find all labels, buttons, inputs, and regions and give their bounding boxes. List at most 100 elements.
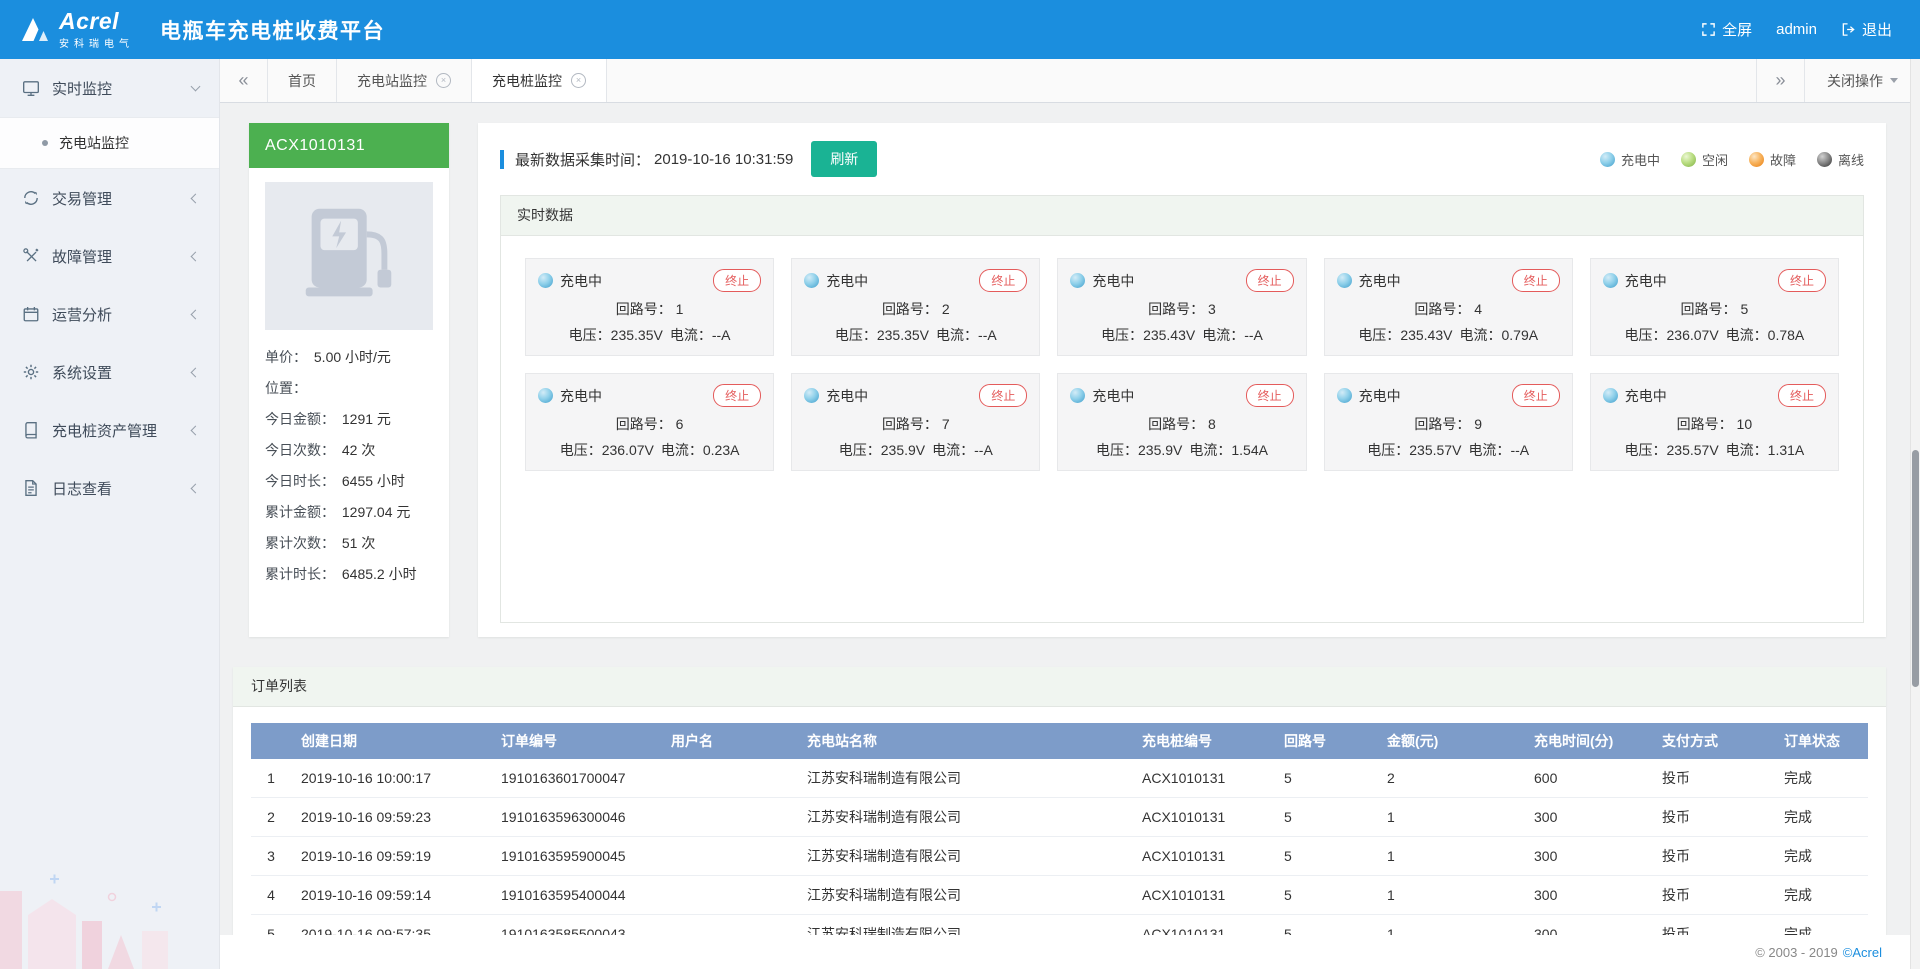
- cell-pay-method: 投币: [1652, 876, 1774, 915]
- terminate-button[interactable]: 终止: [713, 269, 761, 292]
- order-row: 5 2019-10-16 09:57:35 1910163585500043 江…: [251, 915, 1868, 936]
- user-menu[interactable]: admin: [1776, 21, 1817, 38]
- sidebar-item-log-view[interactable]: 日志查看: [0, 459, 219, 517]
- sidebar-item-operation-analysis[interactable]: 运营分析: [0, 285, 219, 343]
- circuit-no-label: 回路号：: [1677, 416, 1733, 432]
- circuit-card: 充电中 终止 回路号： 4 电压：235.43V电流：0.79A: [1324, 258, 1573, 356]
- circuit-status-label: 充电中: [1625, 271, 1667, 291]
- legend-idle: 空闲: [1681, 150, 1728, 169]
- refresh-button[interactable]: 刷新: [811, 141, 877, 177]
- brand-link[interactable]: ©Acrel: [1843, 945, 1882, 960]
- terminate-button[interactable]: 终止: [1512, 384, 1560, 407]
- sidebar-item-station-monitor[interactable]: 充电站监控: [0, 117, 219, 169]
- cell-pay-method: 投币: [1652, 837, 1774, 876]
- current-value: --A: [974, 442, 993, 458]
- charging-status-icon: [804, 388, 819, 403]
- terminate-button[interactable]: 终止: [1512, 269, 1560, 292]
- fullscreen-button[interactable]: 全屏: [1701, 19, 1752, 40]
- offline-status-icon: [1817, 152, 1832, 167]
- sidebar-item-system-settings[interactable]: 系统设置: [0, 343, 219, 401]
- station-id: ACX1010131: [249, 123, 449, 168]
- col-username: 用户名: [661, 723, 797, 759]
- sidebar-item-transaction-mgmt[interactable]: 交易管理: [0, 169, 219, 227]
- terminate-button[interactable]: 终止: [1778, 269, 1826, 292]
- charging-status-icon: [1603, 388, 1618, 403]
- cell-order-status: 完成: [1774, 876, 1868, 915]
- cell-charge-time: 300: [1524, 837, 1652, 876]
- cell-station-name: 江苏安科瑞制造有限公司: [797, 837, 1132, 876]
- circuit-no-label: 回路号：: [1148, 416, 1204, 432]
- circuit-no-label: 回路号：: [1681, 301, 1737, 317]
- current-value: --A: [1244, 327, 1263, 343]
- tab-home[interactable]: 首页: [268, 59, 337, 102]
- cell-order-no: 1910163596300046: [491, 798, 661, 837]
- gear-icon: [22, 363, 40, 381]
- cell-order-no: 1910163595400044: [491, 876, 661, 915]
- cell-charge-time: 300: [1524, 798, 1652, 837]
- circuit-no-value: 9: [1474, 416, 1482, 432]
- legend-label: 空闲: [1702, 150, 1728, 169]
- voltage-label: 电压：: [560, 442, 602, 458]
- circuit-metrics-line: 电压：236.07V电流：0.23A: [538, 440, 761, 460]
- orders-table-wrap: 创建日期 订单编号 用户名 充电站名称 充电桩编号 回路号 金额(元) 充电时间…: [233, 707, 1886, 935]
- circuit-no-value: 5: [1740, 301, 1748, 317]
- circuit-metrics-line: 电压：235.43V电流：0.79A: [1337, 325, 1560, 345]
- scrollbar-thumb[interactable]: [1912, 450, 1919, 687]
- tab-label: 充电桩监控: [492, 71, 562, 91]
- circuit-no-value: 10: [1737, 416, 1753, 432]
- sidebar-submenu: 充电站监控: [0, 117, 219, 169]
- circuit-card-header: 充电中 终止: [804, 384, 1027, 407]
- tab-bar: 首页 充电站监控 充电桩监控 关闭操作: [220, 59, 1920, 103]
- top-section: ACX1010131 单价： 5.00 小时/元: [233, 123, 1886, 637]
- orders-header-row: 创建日期 订单编号 用户名 充电站名称 充电桩编号 回路号 金额(元) 充电时间…: [251, 723, 1868, 759]
- col-create-date: 创建日期: [291, 723, 491, 759]
- tab-station-monitor[interactable]: 充电站监控: [337, 59, 472, 102]
- close-tab-icon[interactable]: [571, 73, 586, 88]
- chevron-left-icon: [191, 309, 201, 319]
- current-label: 电流：: [1468, 442, 1510, 458]
- terminate-button[interactable]: 终止: [713, 384, 761, 407]
- voltage-value: 235.35V: [877, 327, 929, 343]
- cell-circuit-no: 5: [1274, 915, 1377, 936]
- terminate-button[interactable]: 终止: [1246, 269, 1294, 292]
- fullscreen-label: 全屏: [1722, 19, 1752, 40]
- voltage-label: 电压：: [1367, 442, 1409, 458]
- tabbar-right-controls: 关闭操作: [1756, 59, 1920, 102]
- circuit-number-line: 回路号： 7: [804, 414, 1027, 434]
- circuit-metrics-line: 电压：235.35V电流：--A: [804, 325, 1027, 345]
- circuit-card-header: 充电中 终止: [1603, 269, 1826, 292]
- cell-circuit-no: 5: [1274, 798, 1377, 837]
- charging-status-icon: [1070, 273, 1085, 288]
- sidebar-item-pile-assets[interactable]: 充电桩资产管理: [0, 401, 219, 459]
- voltage-value: 235.35V: [611, 327, 663, 343]
- terminate-button[interactable]: 终止: [979, 384, 1027, 407]
- current-value: 0.79A: [1501, 327, 1538, 343]
- circuit-card: 充电中 终止 回路号： 8 电压：235.9V电流：1.54A: [1057, 373, 1306, 471]
- exchange-icon: [22, 189, 40, 207]
- terminate-button[interactable]: 终止: [1778, 384, 1826, 407]
- cell-station-name: 江苏安科瑞制造有限公司: [797, 759, 1132, 798]
- logout-button[interactable]: 退出: [1841, 19, 1892, 40]
- voltage-value: 235.43V: [1400, 327, 1452, 343]
- close-operations-button[interactable]: 关闭操作: [1804, 59, 1920, 102]
- circuit-no-value: 3: [1208, 301, 1216, 317]
- fullscreen-icon: [1701, 22, 1716, 37]
- sidebar-item-fault-mgmt[interactable]: 故障管理: [0, 227, 219, 285]
- cell-pile-no: ACX1010131: [1132, 876, 1274, 915]
- sidebar-item-realtime-monitor[interactable]: 实时监控: [0, 59, 219, 117]
- stat-value: 1297.04 元: [342, 504, 411, 520]
- terminate-button[interactable]: 终止: [1246, 384, 1294, 407]
- scrollbar-track[interactable]: [1910, 59, 1920, 969]
- sidebar-item-label: 日志查看: [52, 478, 192, 499]
- terminate-button[interactable]: 终止: [979, 269, 1027, 292]
- tab-scroll-left-button[interactable]: [220, 59, 268, 102]
- circuit-card-header: 充电中 终止: [1070, 384, 1293, 407]
- close-tab-icon[interactable]: [436, 73, 451, 88]
- tab-pile-monitor[interactable]: 充电桩监控: [472, 59, 607, 102]
- book-icon: [22, 421, 40, 439]
- stat-value: 6455 小时: [342, 473, 405, 489]
- circuit-status-label: 充电中: [1625, 386, 1667, 406]
- decorative-cityscape: [0, 819, 220, 969]
- voltage-value: 235.57V: [1667, 442, 1719, 458]
- tab-scroll-right-button[interactable]: [1756, 59, 1804, 102]
